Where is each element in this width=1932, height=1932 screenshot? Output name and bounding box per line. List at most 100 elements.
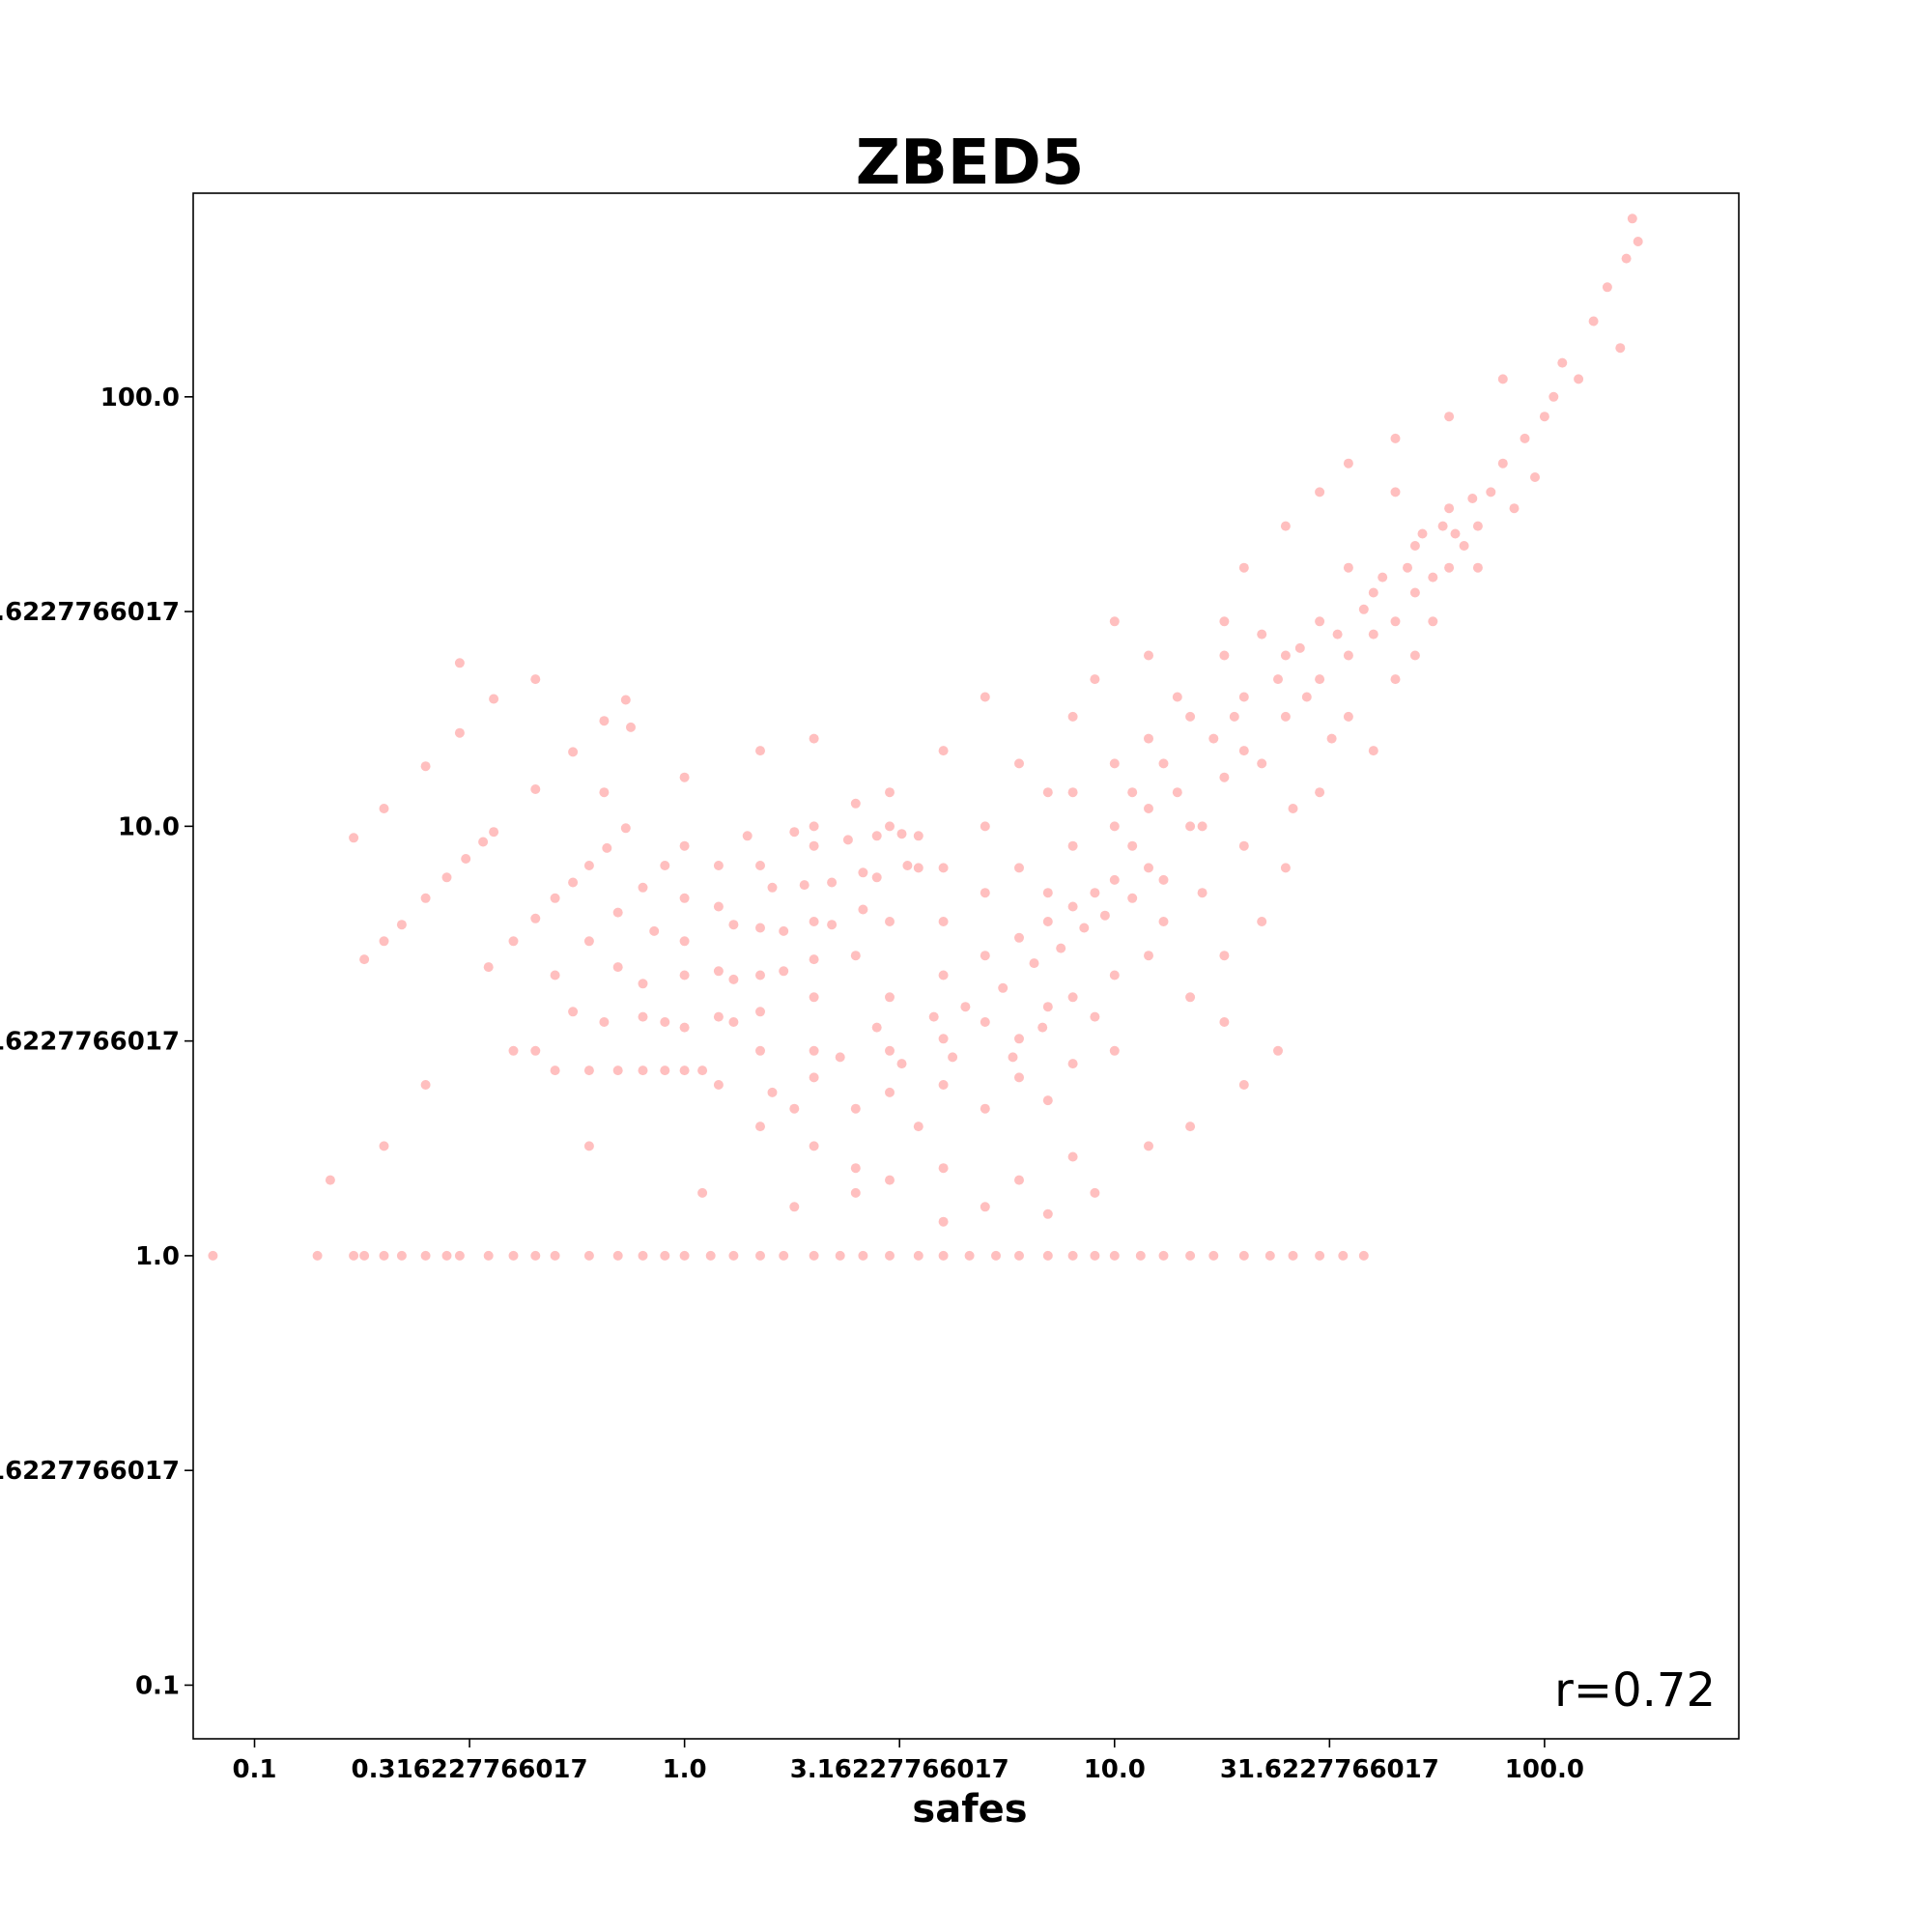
scatter-point	[1444, 412, 1455, 422]
scatter-point	[1280, 711, 1291, 722]
scatter-point	[530, 1250, 541, 1261]
scatter-point	[454, 658, 465, 668]
scatter-point	[1257, 758, 1267, 769]
scatter-point	[1158, 917, 1169, 926]
scatter-point	[1403, 562, 1412, 573]
scatter-point	[1042, 1095, 1053, 1106]
scatter-point	[1315, 787, 1325, 798]
y-tick-label: 0.316227766017	[0, 1457, 180, 1486]
scatter-point	[1042, 1002, 1053, 1012]
scatter-point	[530, 913, 541, 923]
scatter-point	[998, 982, 1009, 993]
scatter-point	[1409, 587, 1420, 598]
scatter-point	[1109, 616, 1120, 627]
scatter-point	[713, 1011, 724, 1022]
scatter-point	[1197, 888, 1208, 898]
scatter-point	[938, 1080, 949, 1090]
scatter-point	[441, 872, 452, 883]
scatter-point	[1219, 951, 1230, 961]
scatter-point	[1185, 711, 1196, 722]
scatter-point	[1602, 282, 1612, 293]
scatter-point	[1219, 616, 1230, 627]
y-tick-label: 0.1	[135, 1671, 180, 1700]
scatter-point	[583, 1250, 594, 1261]
scatter-point	[454, 1250, 465, 1261]
scatter-point	[1472, 521, 1483, 531]
scatter-point	[1042, 1250, 1053, 1261]
scatter-point	[948, 1052, 958, 1063]
scatter-point	[809, 954, 819, 965]
scatter-point	[858, 867, 868, 878]
scatter-point	[359, 954, 370, 965]
scatter-point	[896, 829, 907, 839]
scatter-point	[809, 917, 819, 926]
scatter-point	[568, 747, 579, 757]
scatter-point	[489, 694, 499, 704]
scatter-point	[1288, 804, 1298, 813]
scatter-point	[1368, 629, 1378, 639]
scatter-point	[420, 1250, 431, 1261]
scatter-point	[1294, 642, 1305, 653]
scatter-point	[1109, 970, 1120, 980]
scatter-point	[1014, 1034, 1024, 1044]
scatter-point	[1437, 521, 1448, 531]
scatter-point	[1497, 458, 1508, 469]
scatter-point	[827, 877, 838, 888]
scatter-point	[1144, 951, 1153, 961]
correlation-annotation: r=0.72	[1554, 1663, 1716, 1718]
scatter-point	[1109, 1045, 1120, 1056]
scatter-point	[1273, 674, 1283, 685]
scatter-point	[1315, 1250, 1325, 1261]
scatter-point	[980, 1017, 990, 1027]
scatter-point	[1459, 541, 1469, 551]
scatter-point	[913, 831, 923, 841]
scatter-point	[755, 970, 765, 980]
scatter-point	[980, 1103, 990, 1114]
scatter-point	[1014, 1175, 1024, 1185]
y-tick-label: 1.0	[135, 1242, 180, 1271]
scatter-point	[1014, 932, 1024, 943]
scatter-point	[1332, 629, 1343, 639]
scatter-point	[1090, 888, 1100, 898]
x-axis-label: safes	[912, 1787, 1027, 1832]
scatter-point	[809, 1072, 819, 1083]
scatter-point	[1067, 1151, 1078, 1162]
scatter-point	[1368, 746, 1378, 756]
scatter-point	[454, 727, 465, 738]
scatter-point	[1056, 943, 1066, 953]
scatter-point	[1109, 1250, 1120, 1261]
scatter-point	[1548, 391, 1559, 402]
scatter-point	[1219, 650, 1230, 661]
scatter-point	[1315, 674, 1325, 685]
scatter-point	[885, 821, 895, 832]
scatter-point	[679, 772, 690, 782]
scatter-point	[713, 1080, 724, 1090]
scatter-point	[349, 833, 359, 843]
scatter-point	[755, 1007, 765, 1017]
scatter-point	[550, 1065, 560, 1076]
scatter-point	[1090, 1250, 1100, 1261]
scatter-point	[1208, 733, 1219, 744]
scatter-point	[1144, 804, 1153, 813]
scatter-point	[871, 831, 882, 841]
scatter-point	[1378, 572, 1388, 582]
scatter-point	[755, 746, 765, 756]
scatter-point	[1444, 562, 1455, 573]
scatter-point	[583, 1141, 594, 1151]
scatter-point	[850, 1187, 861, 1198]
scatter-point	[871, 872, 882, 883]
scatter-point	[1042, 917, 1053, 926]
scatter-point	[1574, 374, 1584, 384]
scatter-point	[1417, 528, 1428, 539]
scatter-point	[660, 1250, 670, 1261]
scatter-point	[713, 861, 724, 870]
scatter-point	[1450, 528, 1461, 539]
scatter-point	[638, 1250, 648, 1261]
scatter-point	[728, 1250, 739, 1261]
scatter-point	[1014, 863, 1024, 873]
scatter-point	[679, 1065, 690, 1076]
scatter-point	[208, 1250, 218, 1261]
scatter-point	[858, 1250, 868, 1261]
scatter-point	[679, 970, 690, 980]
